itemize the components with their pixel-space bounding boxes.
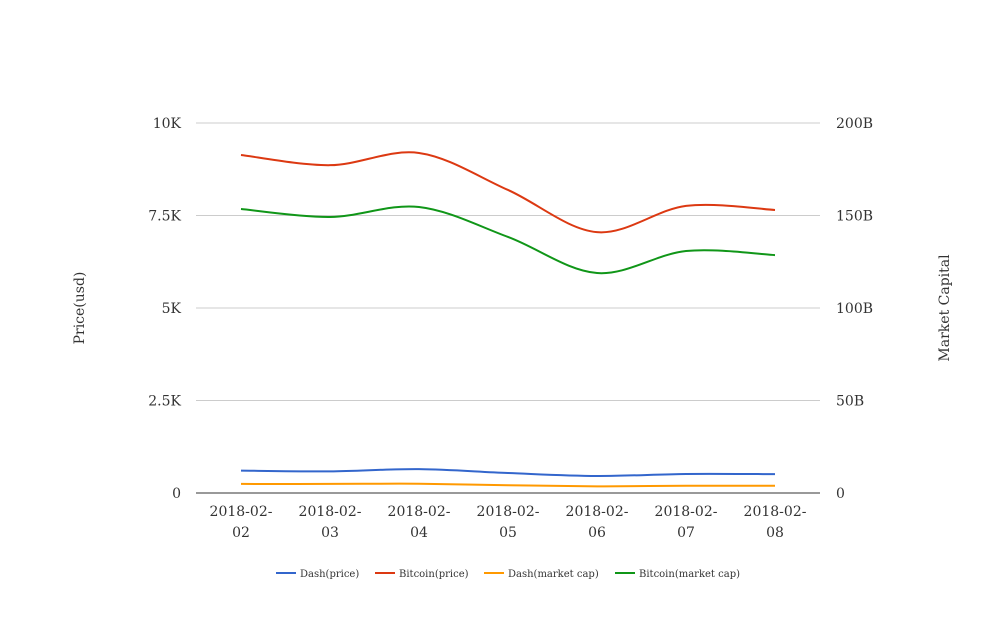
series-lines bbox=[240, 151, 776, 488]
x-tick-label: 2018-02-03 bbox=[299, 504, 362, 541]
x-axis-ticks: 2018-02-02 2018-02-03 2018-02-04 2018-02-05… bbox=[210, 504, 807, 541]
left-axis-ticks: 0 2.5K 5K 7.5K 10K bbox=[148, 116, 181, 502]
legend: Dash(price) Bitcoin(price) Dash(market cap… bbox=[276, 569, 740, 580]
legend-label: Bitcoin(price) bbox=[399, 569, 469, 580]
legend-item[interactable]: Dash(market cap) bbox=[484, 569, 599, 580]
x-tick-label: 2018-02-07 bbox=[655, 504, 718, 541]
legend-label: Dash(market cap) bbox=[508, 569, 599, 580]
y2-tick-label: 50B bbox=[836, 394, 864, 410]
legend-label: Dash(price) bbox=[300, 569, 359, 580]
y2-tick-label: 0 bbox=[836, 486, 845, 502]
legend-item[interactable]: Dash(price) bbox=[276, 569, 359, 580]
y-tick-label: 0 bbox=[172, 486, 181, 502]
series-line-dash-price bbox=[240, 468, 776, 477]
y2-tick-label: 150B bbox=[836, 209, 873, 225]
series-line-dash-market-cap bbox=[240, 482, 776, 488]
y-tick-label: 2.5K bbox=[148, 394, 181, 410]
x-tick-label: 2018-02-06 bbox=[566, 504, 629, 541]
y-tick-label: 10K bbox=[153, 116, 182, 132]
x-tick-label: 2018-02-04 bbox=[388, 504, 451, 541]
legend-item[interactable]: Bitcoin(price) bbox=[375, 569, 469, 580]
y-tick-label: 5K bbox=[162, 301, 182, 317]
series-line-bitcoin-market-cap bbox=[240, 205, 776, 275]
y2-axis-title: Market Capital bbox=[937, 254, 953, 362]
legend-item[interactable]: Bitcoin(market cap) bbox=[615, 569, 740, 580]
y-tick-label: 7.5K bbox=[148, 209, 181, 225]
x-tick-label: 2018-02-02 bbox=[210, 504, 273, 541]
series-line-bitcoin-price bbox=[240, 151, 776, 234]
legend-label: Bitcoin(market cap) bbox=[639, 569, 740, 580]
x-tick-label: 2018-02-05 bbox=[477, 504, 540, 541]
right-axis-ticks: 0 50B 100B 150B 200B bbox=[836, 116, 873, 502]
x-tick-label: 2018-02-08 bbox=[744, 504, 807, 541]
y2-tick-label: 200B bbox=[836, 116, 873, 132]
gridlines bbox=[196, 122, 820, 401]
y2-tick-label: 100B bbox=[836, 301, 873, 317]
y-axis-title: Price(usd) bbox=[72, 272, 88, 345]
